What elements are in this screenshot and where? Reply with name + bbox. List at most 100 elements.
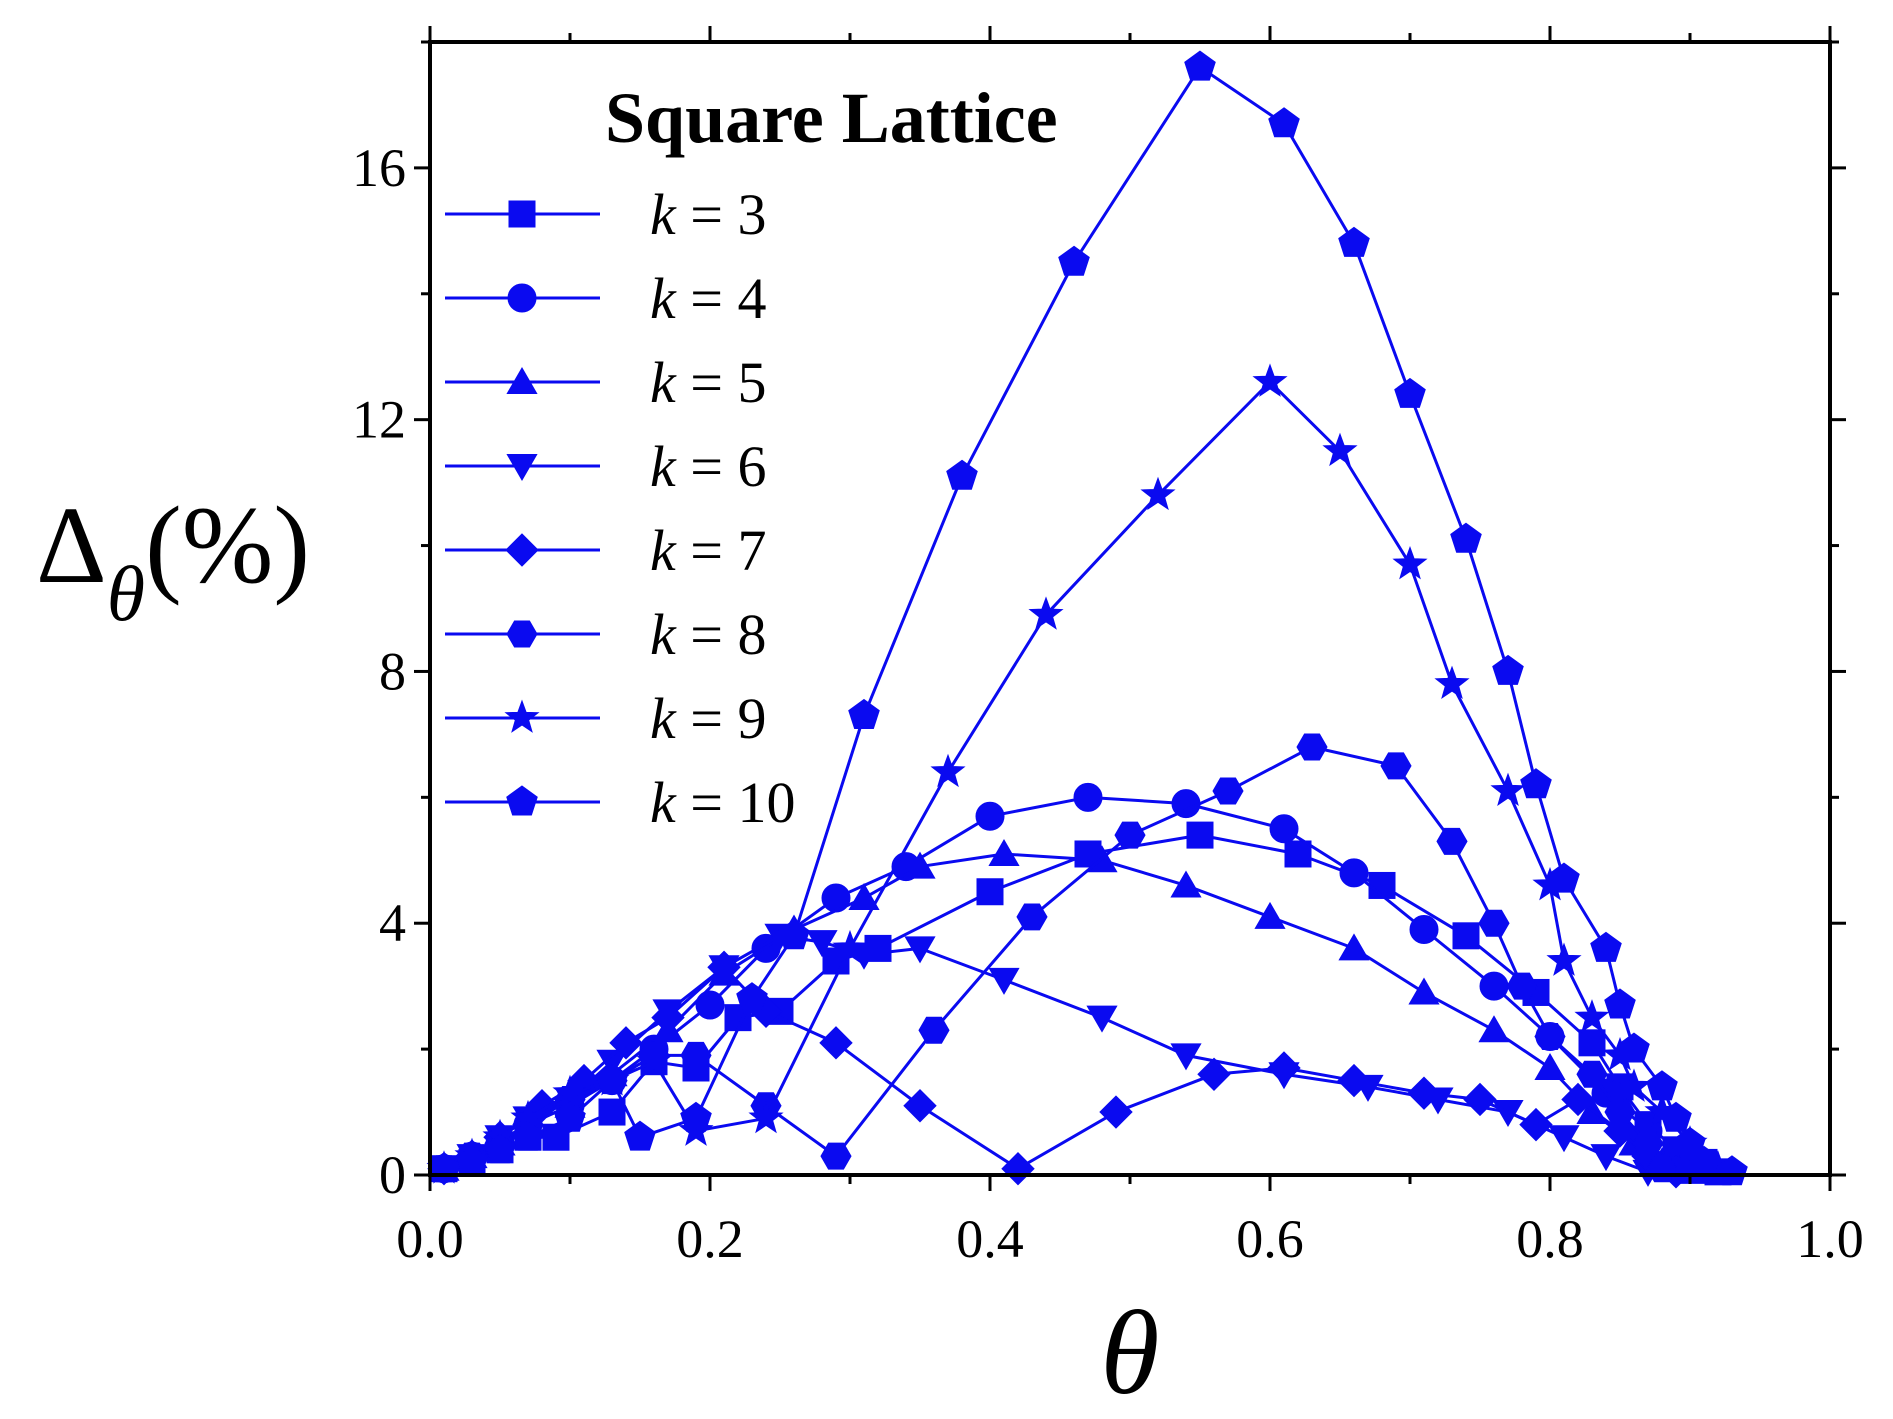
- data-point-k-10: [1058, 245, 1090, 276]
- legend-item-k-9: k = 9: [445, 686, 766, 751]
- data-point-k-7: [1519, 1107, 1553, 1142]
- data-point-k-4: [695, 990, 725, 1020]
- data-point-k-9: [636, 1043, 672, 1077]
- data-point-k-5: [988, 838, 1020, 866]
- legend-marker-k-3: [508, 200, 536, 228]
- data-point-k-10: [1548, 862, 1580, 893]
- y-axis-title-subscript: θ: [107, 550, 145, 637]
- data-point-k-9: [1434, 665, 1470, 699]
- legend-label: k = 9: [650, 686, 766, 751]
- data-point-k-6: [1170, 1043, 1202, 1071]
- series-k-10: [428, 50, 1748, 1186]
- data-point-k-4: [975, 801, 1005, 831]
- data-point-k-6: [1086, 1005, 1118, 1033]
- data-point-k-3: [1452, 922, 1480, 950]
- data-point-k-8: [1576, 1060, 1608, 1088]
- legend-item-k-5: k = 5: [445, 350, 766, 415]
- data-point-k-7: [1001, 1152, 1035, 1186]
- legend-marker-k-6: [506, 454, 538, 482]
- data-point-k-10: [736, 982, 768, 1013]
- y-tick-label: 0: [379, 1145, 406, 1205]
- data-point-k-9: [1322, 432, 1358, 467]
- data-point-k-7: [903, 1089, 937, 1123]
- legend-title: Square Lattice: [605, 78, 1058, 158]
- data-point-k-7: [609, 1026, 643, 1060]
- data-point-k-6: [988, 967, 1020, 995]
- legend-item-k-3: k = 3: [445, 182, 766, 247]
- y-axis-title-unit: (%): [145, 484, 310, 606]
- data-point-k-10: [848, 698, 880, 729]
- legend-label: k = 3: [650, 182, 766, 247]
- axis-ticks: 0.0 0.2 0.4 0.6 0.8 1.0 0 4 8 12 16: [352, 26, 1864, 1269]
- data-point-k-5: [1478, 1015, 1510, 1043]
- data-point-k-10: [1618, 1032, 1650, 1063]
- data-point-k-10: [946, 459, 978, 490]
- data-point-k-10: [484, 1133, 516, 1164]
- x-tick-label: 1.0: [1796, 1209, 1864, 1269]
- legend-marker-k-5: [506, 366, 538, 394]
- data-point-k-10: [624, 1120, 656, 1151]
- x-tick-label: 0.8: [1516, 1209, 1584, 1269]
- data-point-k-8: [680, 1041, 712, 1069]
- x-tick-label: 0.2: [676, 1209, 744, 1269]
- data-point-k-5: [1170, 870, 1202, 898]
- data-point-k-10: [1184, 50, 1216, 81]
- legend-item-k-4: k = 4: [445, 266, 766, 331]
- data-point-k-3: [1186, 821, 1214, 849]
- data-point-k-10: [778, 919, 810, 950]
- data-point-k-5: [848, 883, 880, 911]
- data-point-k-9: [1574, 999, 1610, 1033]
- data-point-k-9: [930, 753, 966, 788]
- data-point-k-5: [1338, 933, 1370, 961]
- data-point-k-7: [1099, 1095, 1133, 1129]
- data-point-k-7: [651, 1000, 685, 1035]
- legend-item-k-7: k = 7: [445, 518, 766, 583]
- data-point-k-9: [1546, 942, 1582, 976]
- data-point-k-10: [1646, 1070, 1678, 1101]
- legend-marker-k-8: [506, 620, 538, 648]
- y-tick-label: 4: [379, 893, 406, 953]
- data-point-k-8: [918, 1016, 950, 1044]
- data-point-k-10: [1590, 931, 1622, 962]
- data-point-k-8: [1016, 903, 1048, 931]
- data-point-k-8: [1478, 909, 1510, 937]
- legend-label: k = 8: [650, 602, 766, 667]
- data-point-k-9: [1392, 545, 1428, 580]
- data-point-k-5: [904, 851, 936, 879]
- data-point-k-8: [1380, 752, 1412, 780]
- data-point-k-9: [1028, 596, 1064, 630]
- data-point-k-7: [1463, 1082, 1497, 1117]
- legend-label: k = 7: [650, 518, 766, 583]
- data-point-k-4: [1409, 915, 1439, 945]
- x-tick-label: 0.0: [396, 1209, 464, 1269]
- data-point-k-5: [1534, 1052, 1566, 1080]
- data-point-k-10: [1604, 988, 1636, 1019]
- data-point-k-10: [1492, 654, 1524, 685]
- legend-label: k = 6: [650, 434, 766, 499]
- data-point-k-10: [1660, 1101, 1692, 1132]
- data-point-k-5: [1408, 977, 1440, 1005]
- legend-label: k = 10: [650, 770, 795, 835]
- data-point-k-9: [1252, 363, 1288, 397]
- data-point-k-8: [1114, 821, 1146, 849]
- legend-marker-k-9: [504, 699, 540, 733]
- data-point-k-9: [1616, 1068, 1652, 1102]
- y-axis-title: Δθ(%): [36, 484, 310, 637]
- data-point-k-4: [1269, 814, 1299, 844]
- data-point-k-8: [1212, 777, 1244, 805]
- x-tick-label: 0.6: [1236, 1209, 1304, 1269]
- data-point-k-8: [820, 1142, 852, 1170]
- data-point-k-7: [1407, 1076, 1441, 1110]
- legend-item-k-8: k = 8: [445, 602, 766, 667]
- data-point-k-10: [1520, 768, 1552, 799]
- legend-marker-k-4: [507, 283, 537, 313]
- legend-marker-k-10: [506, 785, 538, 816]
- data-point-k-10: [554, 1101, 586, 1132]
- data-point-k-10: [1268, 107, 1300, 138]
- series-layer: [426, 50, 1748, 1189]
- data-point-k-8: [1534, 1023, 1566, 1051]
- data-point-k-10: [512, 1120, 544, 1151]
- data-point-k-9: [1140, 476, 1176, 511]
- legend: Square Lattice k = 3 k = 4 k = 5 k = 6 k = 7…: [445, 78, 1058, 835]
